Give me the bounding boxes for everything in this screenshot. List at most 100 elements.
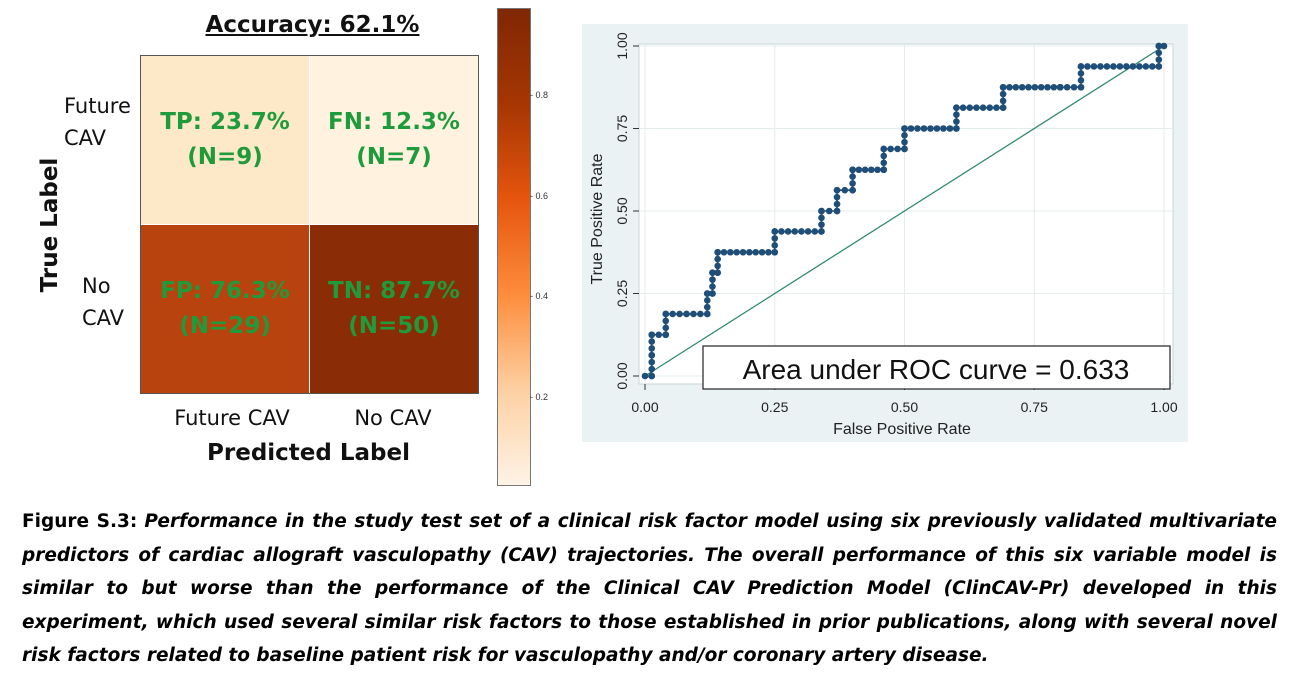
colorbar (497, 8, 531, 486)
x-axis-label: Predicted Label (207, 440, 410, 466)
roc-point (1155, 56, 1163, 63)
y-tick-label: 1.00 (614, 32, 630, 59)
roc-point (999, 90, 1007, 98)
roc-chart-svg: 0.000.00 0.25 0.25 0.50 0.50 0.75 0.75 1.00 1.00… (589, 32, 1178, 438)
row-label-future-cav: Future CAV (64, 94, 131, 150)
ticks: 0.000.00 0.25 0.25 0.50 0.50 0.75 0.75 1.00 1.00 (614, 32, 1178, 415)
roc-point (999, 83, 1007, 91)
x-tick-label: 0.00 (631, 399, 658, 415)
roc-point (690, 310, 697, 318)
roc-point (648, 351, 656, 359)
roc-point (986, 104, 994, 112)
roc-point (798, 228, 805, 235)
roc-point (709, 269, 716, 277)
roc-point (727, 248, 734, 256)
roc-point (914, 125, 921, 132)
roc-point (999, 104, 1007, 112)
y-tick-label: 0.50 (614, 197, 630, 224)
caption-text: Performance in the study test set of a c… (22, 511, 1277, 666)
roc-point (841, 186, 849, 194)
roc-point (703, 310, 711, 318)
roc-point (999, 97, 1007, 105)
roc-point (714, 262, 721, 270)
roc-point (1110, 63, 1117, 70)
roc-point (927, 125, 934, 132)
roc-point (709, 283, 716, 290)
roc-point (1123, 63, 1130, 70)
roc-point (1056, 83, 1064, 91)
roc-point (1037, 83, 1045, 91)
roc-point (771, 228, 779, 235)
confusion-matrix: TP: 23.7% (N=9) FN: 12.3% (N=7) FP: 76.3… (140, 55, 479, 394)
roc-point (714, 255, 721, 263)
roc-point (907, 125, 915, 132)
roc-point (739, 248, 747, 256)
colorbar-tick: - 0.2 (530, 392, 549, 402)
roc-point (771, 248, 779, 256)
roc-point (1155, 63, 1163, 70)
x-tick-label: 0.75 (1021, 399, 1048, 415)
roc-point (784, 228, 792, 235)
roc-point (855, 166, 863, 174)
y-tick-label: 0.75 (614, 115, 630, 142)
roc-point (973, 104, 980, 112)
roc-point (833, 186, 841, 194)
roc-point (1149, 63, 1156, 70)
roc-point (791, 228, 799, 235)
roc-point (880, 166, 888, 174)
roc-point (811, 228, 819, 235)
roc-point (849, 173, 856, 180)
caption-label: Figure S.3: (22, 511, 138, 532)
cell-false-positive: FP: 76.3% (N=29) (141, 225, 309, 393)
roc-point (758, 248, 766, 256)
roc-point (641, 372, 649, 380)
roc-point (953, 118, 960, 125)
roc-point (901, 125, 908, 132)
roc-point (880, 152, 888, 160)
roc-point (933, 125, 941, 132)
roc-point (778, 228, 785, 235)
roc-point (669, 310, 676, 318)
roc-point (901, 132, 908, 139)
y-tick-label: 0.00 (614, 362, 630, 389)
auc-annotation-box (702, 345, 1171, 390)
roc-point (946, 125, 954, 132)
roc-point (765, 248, 772, 256)
roc-point (648, 372, 656, 380)
roc-point (1012, 83, 1020, 91)
x-tick-label: 0.25 (761, 399, 788, 415)
roc-point (1160, 42, 1168, 50)
plot-area (638, 43, 1174, 385)
cell-true-positive: TP: 23.7% (N=9) (141, 56, 309, 224)
roc-point (771, 235, 779, 242)
roc-point (940, 125, 947, 132)
roc-point (979, 104, 987, 112)
roc-point (1077, 83, 1085, 91)
roc-point (709, 276, 716, 283)
roc-point (648, 358, 656, 366)
roc-point (709, 290, 716, 297)
roc-point (662, 324, 670, 332)
roc-point (648, 365, 656, 373)
roc-point (1050, 83, 1058, 91)
roc-point (752, 248, 760, 256)
roc-point (1090, 63, 1098, 70)
roc-point (825, 207, 833, 215)
colorbar-tick: - 0.6 (530, 191, 549, 201)
roc-point (683, 310, 690, 318)
colorbar-tick: - 0.8 (530, 90, 549, 100)
roc-point (920, 125, 928, 132)
roc-point (849, 180, 856, 187)
roc-point (993, 104, 1000, 112)
roc-point (849, 166, 856, 174)
roc-point (703, 303, 711, 311)
roc-point (697, 310, 704, 318)
roc-point (953, 125, 960, 132)
roc-point (1142, 63, 1150, 70)
roc-point (662, 331, 670, 339)
cell-true-negative: TN: 87.7% (N=50) (310, 225, 478, 393)
roc-point (1018, 83, 1026, 91)
roc-point (953, 104, 960, 112)
roc-point (648, 331, 656, 339)
roc-point (818, 207, 825, 215)
